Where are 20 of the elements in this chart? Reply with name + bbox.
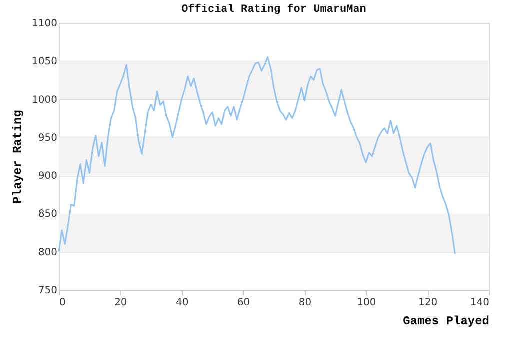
- y-tick-label: 800: [38, 247, 58, 258]
- x-tick-label: 140: [470, 298, 490, 308]
- y-tick-label: 1100: [32, 18, 58, 30]
- x-tick-label: 20: [114, 298, 128, 308]
- y-axis-title: Player Rating: [11, 110, 26, 204]
- x-tick-label: 40: [176, 298, 189, 308]
- x-tick-label: 100: [357, 298, 376, 308]
- x-tick-label: 60: [237, 298, 250, 308]
- line-series: [58, 56, 456, 255]
- y-tick-label: 950: [38, 132, 58, 144]
- y-tick-label: 1000: [32, 94, 58, 106]
- y-tick-label: 900: [38, 171, 58, 182]
- y-tick-label: 850: [38, 209, 58, 220]
- x-axis-title: Games Played: [403, 314, 490, 328]
- chart-title: Official Rating for UmaruMan: [182, 3, 366, 16]
- y-tick-label: 750: [38, 286, 58, 296]
- y-tick-label: 1050: [32, 56, 58, 68]
- x-tick-label: 80: [298, 298, 312, 308]
- x-tick-label: 120: [418, 298, 438, 308]
- x-tick-label: 0: [60, 298, 66, 308]
